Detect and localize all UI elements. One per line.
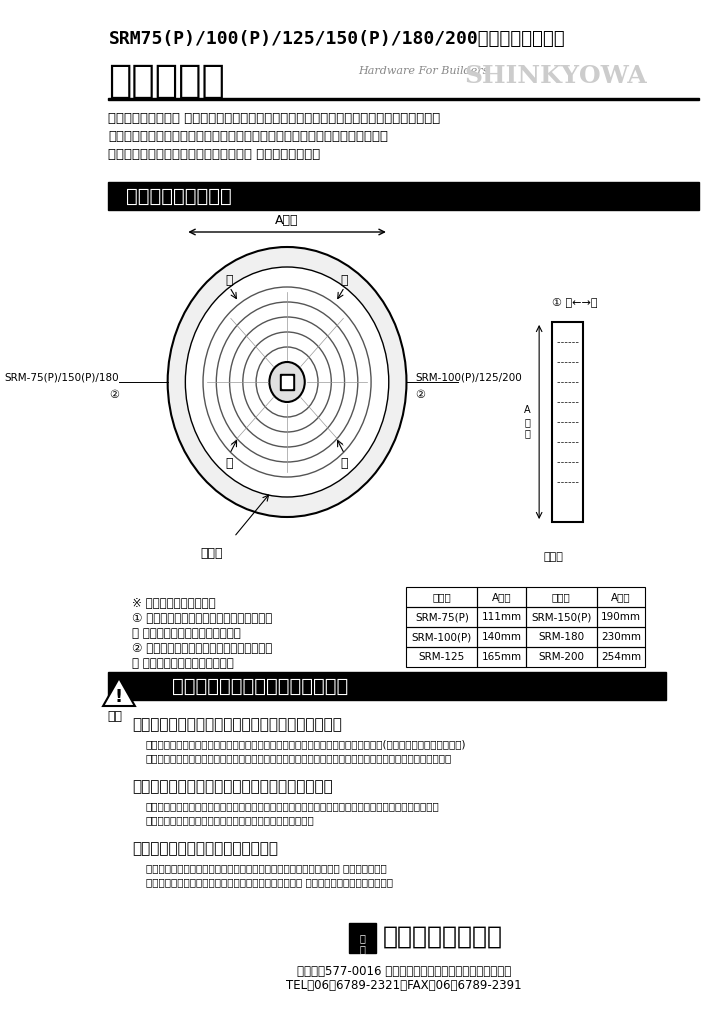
Text: 協
わ: 協 わ — [359, 933, 365, 954]
Text: SRM-180: SRM-180 — [538, 632, 584, 642]
Text: ご使用方法について: ご使用方法について — [126, 187, 232, 206]
Text: また、操作時は指などをはさまないように、ご注意下さい。: また、操作時は指などをはさまないように、ご注意下さい。 — [146, 815, 314, 825]
Text: ② レジスター中央のツマミを回転させると: ② レジスター中央のツマミを回転させると — [132, 642, 272, 655]
Text: 本体にものをぶら下げたり、ぶら下がったりすると破損の恐れがあり大変危険です。(ケガをすることがあります): 本体にものをぶら下げたり、ぶら下がったりすると破損の恐れがあり大変危険です。(ケ… — [146, 739, 466, 749]
Text: ご使用の前に、この取扱説明書をぜひご一読頂きます様お願い申し上げます。: ご使用の前に、この取扱説明書をぜひご一読頂きます様お願い申し上げます。 — [109, 130, 388, 143]
Text: 254mm: 254mm — [601, 652, 641, 662]
Bar — [526, 587, 597, 607]
Text: 開閉させることができます。: 開閉させることができます。 — [132, 657, 234, 670]
Bar — [597, 607, 645, 627]
Text: レジスターの開閉は必ず手動で行なって下さい、ヒモや棒などでの操作は故障や破損の原因となります。: レジスターの開閉は必ず手動で行なって下さい、ヒモや棒などでの操作は故障や破損の原… — [146, 801, 439, 811]
Bar — [109, 672, 665, 700]
Text: TEL（06）6789-2321　FAX（06）6789-2391: TEL（06）6789-2321 FAX（06）6789-2391 — [286, 979, 521, 992]
Text: ２．レジスターの操作は手動で行なって下さい。: ２．レジスターの操作は手動で行なって下さい。 — [132, 779, 333, 794]
Bar — [406, 607, 477, 627]
Text: 開: 開 — [341, 274, 348, 287]
Bar — [109, 98, 699, 100]
Bar — [526, 607, 597, 627]
Text: この度は、新協和「 丸型レジスター」をお買い上げいただき、誠にありがとうございます。: この度は、新協和「 丸型レジスター」をお買い上げいただき、誠にありがとうございま… — [109, 112, 441, 125]
Polygon shape — [103, 678, 135, 706]
Bar — [349, 923, 376, 953]
Text: SHINKYOWA: SHINKYOWA — [464, 63, 647, 88]
Text: 汚れがひどい場合は、中性洗剤を軽く含ませた布で軽く 拭いた後、水拭きして下さい。: 汚れがひどい場合は、中性洗剤を軽く含ませた布で軽く 拭いた後、水拭きして下さい。 — [146, 877, 392, 887]
Text: 190mm: 190mm — [601, 612, 641, 622]
Text: １．自然換気以外の用途にご使用しないで下さい。: １．自然換気以外の用途にご使用しないで下さい。 — [132, 717, 342, 732]
Bar — [597, 647, 645, 667]
Text: ツマミ: ツマミ — [201, 547, 223, 560]
Text: A
寸
法: A 寸 法 — [523, 406, 530, 438]
Text: Hardware For Builders: Hardware For Builders — [358, 66, 488, 76]
Text: また、ファンなどの機械式強制換気装置などを取り付けたりしないで下さい。故障や破損の原因となります。: また、ファンなどの機械式強制換気装置などを取り付けたりしないで下さい。故障や破損… — [146, 753, 452, 763]
Bar — [406, 627, 477, 647]
Text: ツマミ: ツマミ — [544, 552, 563, 562]
Text: 品　番: 品 番 — [432, 592, 451, 602]
Bar — [477, 607, 526, 627]
Text: 押すと閉じることができます。: 押すと閉じることができます。 — [132, 627, 241, 640]
Text: SRM-75(P): SRM-75(P) — [415, 612, 468, 622]
Text: 230mm: 230mm — [601, 632, 641, 642]
Text: SRM-100(P)/125/200: SRM-100(P)/125/200 — [416, 372, 522, 382]
Circle shape — [185, 267, 389, 497]
Text: 安全のために必ずおまもり下さい: 安全のために必ずおまもり下さい — [172, 677, 348, 696]
Bar — [477, 647, 526, 667]
Text: SRM-150(P): SRM-150(P) — [531, 612, 592, 622]
Text: ① 開←→閉: ① 開←→閉 — [552, 297, 598, 307]
Text: 本社　〒577-0016 大阪府東大阪市長田西２丁目３番３４号: 本社 〒577-0016 大阪府東大阪市長田西２丁目３番３４号 — [297, 965, 511, 978]
Bar — [109, 182, 699, 210]
Bar — [282, 376, 292, 388]
Text: A寸法: A寸法 — [492, 592, 511, 602]
Text: 閉: 閉 — [341, 457, 348, 470]
Bar — [406, 647, 477, 667]
Text: A寸法: A寸法 — [611, 592, 631, 602]
Text: !: ! — [115, 688, 123, 706]
Text: 開: 開 — [226, 274, 233, 287]
Text: 株式会社　新協和: 株式会社 新協和 — [382, 925, 502, 949]
Bar — [406, 587, 477, 607]
Bar — [526, 647, 597, 667]
Text: 閉: 閉 — [226, 457, 233, 470]
Bar — [280, 374, 294, 390]
Bar — [597, 587, 645, 607]
Text: 165mm: 165mm — [481, 652, 521, 662]
Text: ３．定期的にお手入れして下さい。: ３．定期的にお手入れして下さい。 — [132, 841, 278, 856]
Circle shape — [168, 247, 406, 517]
Bar — [597, 627, 645, 647]
Text: 注意: 注意 — [107, 710, 122, 723]
Bar — [477, 627, 526, 647]
Text: SRM-100(P): SRM-100(P) — [412, 632, 472, 642]
Text: お読みになった後は、紛失されないよう 保管して下さい。: お読みになった後は、紛失されないよう 保管して下さい。 — [109, 148, 321, 161]
Text: 111mm: 111mm — [481, 612, 521, 622]
Circle shape — [269, 362, 305, 402]
Bar — [526, 627, 597, 647]
Bar — [552, 322, 584, 522]
Bar — [477, 587, 526, 607]
Text: 普段はきれいな雑巾で乾拭きするか、よく絞ったきれいな雑巾で軽く 拭いて下さい。: 普段はきれいな雑巾で乾拭きするか、よく絞ったきれいな雑巾で軽く 拭いて下さい。 — [146, 863, 387, 873]
Text: ②: ② — [109, 390, 119, 400]
Text: SRM-200: SRM-200 — [538, 652, 584, 662]
Text: 140mm: 140mm — [481, 632, 521, 642]
Text: 取扱説明書: 取扱説明書 — [109, 62, 225, 100]
Text: 品　番: 品 番 — [552, 592, 571, 602]
Text: A寸法: A寸法 — [275, 214, 299, 227]
Text: ※ 通気量を調整する場合: ※ 通気量を調整する場合 — [132, 597, 216, 610]
Text: ① レジスター中央のツマミを引くと開き、: ① レジスター中央のツマミを引くと開き、 — [132, 612, 272, 625]
Text: SRM-75(P)/150(P)/180: SRM-75(P)/150(P)/180 — [4, 372, 119, 382]
Text: SRM75(P)/100(P)/125/150(P)/180/200　丸型レジスター: SRM75(P)/100(P)/125/150(P)/180/200 丸型レジス… — [109, 30, 565, 48]
Text: ②: ② — [416, 390, 425, 400]
Text: SRM-125: SRM-125 — [418, 652, 465, 662]
